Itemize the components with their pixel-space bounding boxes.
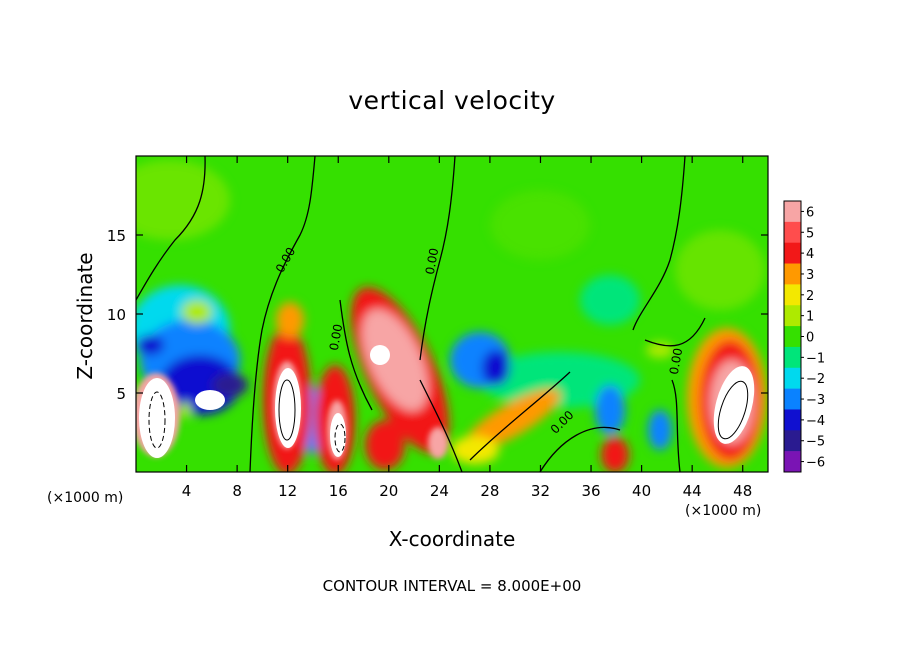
colorbar-swatch xyxy=(784,326,801,348)
heatmap-field xyxy=(136,156,768,472)
colorbar-label: 5 xyxy=(806,226,814,241)
colorbar-label: 3 xyxy=(806,268,814,283)
colorbar-label: −6 xyxy=(806,456,825,471)
colorbar-swatch xyxy=(784,451,801,473)
colorbar-swatch xyxy=(784,305,801,327)
colorbar-swatch xyxy=(784,388,801,410)
chart-title: vertical velocity xyxy=(348,86,556,115)
colorbar-swatch xyxy=(784,409,801,431)
colorbar-label: −1 xyxy=(806,351,825,366)
x-axis-label: X-coordinate xyxy=(388,527,516,551)
colorbar-swatch xyxy=(784,242,801,264)
x-tick-label: 28 xyxy=(480,482,499,500)
x-tick-label: 32 xyxy=(531,482,550,500)
colorbar-label: 1 xyxy=(806,310,814,325)
colorbar-label: −5 xyxy=(806,435,825,450)
x-tick-label: 12 xyxy=(278,482,297,500)
x-tick-label: 20 xyxy=(379,482,398,500)
x-tick-label: 40 xyxy=(632,482,651,500)
colorbar-label: 4 xyxy=(806,247,814,262)
contour-label: 0.00 xyxy=(667,347,685,376)
colorbar-swatch xyxy=(784,263,801,285)
colorbar-label: 2 xyxy=(806,289,814,304)
contour-label: 0.00 xyxy=(327,323,345,352)
colorbar-label: 6 xyxy=(806,205,814,220)
colorbar-swatch xyxy=(784,284,801,306)
colorbar-label: −4 xyxy=(806,414,825,429)
colorbar-swatch xyxy=(784,201,801,223)
colorbar-label: 0 xyxy=(806,331,814,346)
x-tick-label: 36 xyxy=(581,482,600,500)
colorbar-swatch xyxy=(784,346,801,369)
colorbar-label: −3 xyxy=(806,393,825,408)
colorbar-swatch xyxy=(784,367,801,389)
contour-interval: CONTOUR INTERVAL = 8.000E+00 xyxy=(322,577,582,595)
y-tick-label: 10 xyxy=(107,306,126,324)
x-unit-left: (×1000 m) xyxy=(47,490,124,506)
contour-label: 0.00 xyxy=(423,247,441,276)
y-tick-label: 5 xyxy=(116,385,126,403)
x-tick-label: 8 xyxy=(232,482,242,500)
x-tick-label: 44 xyxy=(683,482,702,500)
x-tick-label: 16 xyxy=(329,482,348,500)
x-tick-label: 4 xyxy=(182,482,192,500)
x-tick-label: 24 xyxy=(430,482,449,500)
x-unit-right: (×1000 m) xyxy=(685,503,762,519)
y-tick-label: 15 xyxy=(107,227,126,245)
x-tick-label: 48 xyxy=(733,482,752,500)
colorbar-label: −2 xyxy=(806,372,825,387)
colorbar-swatch xyxy=(784,221,801,243)
colorbar-swatch xyxy=(784,430,801,452)
